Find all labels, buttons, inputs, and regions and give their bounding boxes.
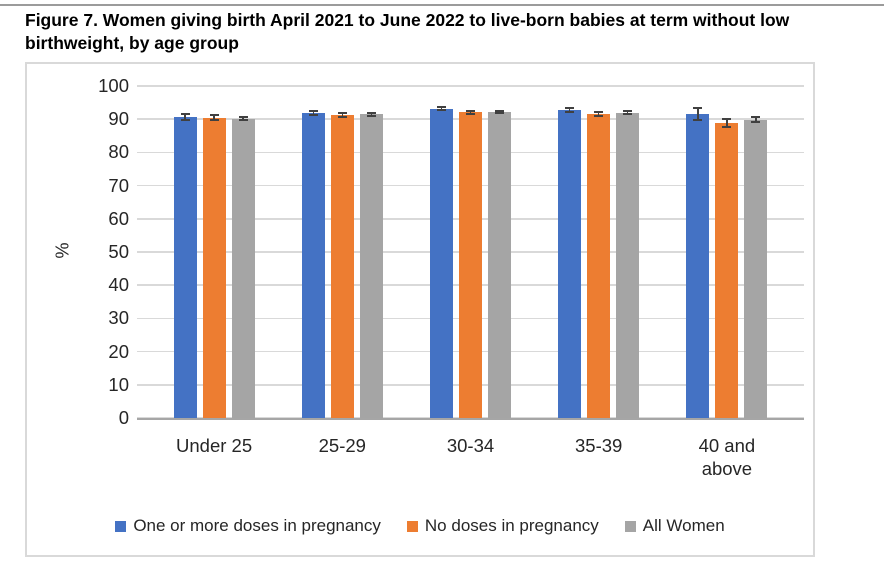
bar-3-5 bbox=[744, 119, 768, 418]
legend-label: One or more doses in pregnancy bbox=[133, 516, 381, 535]
error-bar-cap-top bbox=[722, 117, 732, 120]
y-tick-label: 50 bbox=[108, 241, 129, 262]
error-bar bbox=[697, 108, 699, 121]
error-bar-cap-top bbox=[337, 111, 347, 114]
error-bar bbox=[184, 114, 186, 121]
error-bar bbox=[312, 110, 315, 115]
legend-item: No doses in pregnancy bbox=[406, 516, 599, 536]
y-tick-label: 70 bbox=[108, 174, 129, 196]
error-bar-cap-bottom bbox=[337, 115, 347, 118]
error-bar bbox=[755, 117, 757, 122]
plot-area: 0 10 20 30 40 50 60 70 80 90 100 Under 25 25-29 30-34… bbox=[27, 64, 813, 555]
bar-3-2 bbox=[359, 114, 383, 418]
error-bar-cap-bottom bbox=[308, 113, 318, 116]
legend-swatch-icon bbox=[115, 520, 127, 532]
error-bar bbox=[341, 112, 344, 117]
bar-1-4 bbox=[558, 109, 582, 418]
bar-3-1 bbox=[231, 118, 255, 418]
y-tick-label: 30 bbox=[108, 307, 129, 329]
legend-label: All Women bbox=[642, 516, 725, 535]
error-bar-cap-bottom bbox=[466, 112, 475, 115]
error-bar-cap-bottom bbox=[623, 112, 633, 115]
error-bar-cap-bottom bbox=[495, 111, 504, 114]
error-bar bbox=[213, 114, 215, 121]
error-bar bbox=[568, 107, 571, 112]
error-bar bbox=[242, 116, 244, 121]
error-bar-cap-bottom bbox=[180, 119, 190, 122]
error-bar-cap-top bbox=[693, 107, 703, 110]
gridline bbox=[137, 85, 804, 87]
category-label: 35-39 bbox=[575, 435, 623, 456]
legend-item: All Women bbox=[624, 516, 725, 536]
error-bar-cap-bottom bbox=[209, 119, 219, 122]
error-bar-cap-bottom bbox=[594, 115, 604, 118]
category-label: Under 25 bbox=[176, 435, 253, 456]
y-tick-label: 90 bbox=[108, 108, 129, 130]
error-bar-cap-top bbox=[366, 111, 376, 114]
error-bar bbox=[469, 110, 472, 114]
error-bar-cap-bottom bbox=[238, 119, 248, 122]
error-bar-cap-bottom bbox=[722, 125, 732, 128]
error-bar bbox=[726, 118, 728, 127]
error-bar-cap-bottom bbox=[366, 114, 376, 117]
y-tick-label: 10 bbox=[108, 373, 129, 395]
legend-item: One or more doses in pregnancy bbox=[115, 516, 381, 536]
bar-3-3 bbox=[488, 111, 511, 418]
error-bar-cap-top bbox=[238, 115, 248, 118]
error-bar-cap-bottom bbox=[437, 109, 446, 112]
legend-swatch-icon bbox=[406, 520, 418, 532]
y-tick-label: 60 bbox=[108, 207, 129, 229]
error-bar-cap-top bbox=[565, 106, 575, 109]
error-bar-cap-bottom bbox=[565, 110, 575, 113]
category-label: 40 and above bbox=[698, 435, 756, 480]
bar-3-4 bbox=[616, 112, 640, 418]
bar-2-1 bbox=[202, 117, 226, 418]
error-bar-cap-bottom bbox=[693, 119, 703, 122]
x-axis-line bbox=[137, 417, 804, 420]
legend: One or more doses in pregnancy No doses i… bbox=[27, 516, 813, 536]
bar-2-4 bbox=[587, 113, 611, 418]
error-bar bbox=[626, 111, 629, 114]
error-bar-cap-top bbox=[594, 110, 604, 113]
error-bar-cap-top bbox=[623, 110, 633, 113]
error-bar-cap-top bbox=[495, 109, 504, 112]
error-bar-cap-top bbox=[466, 109, 475, 112]
error-bar bbox=[440, 106, 443, 111]
error-bar-cap-top bbox=[751, 116, 761, 119]
error-bar bbox=[597, 111, 600, 117]
y-tick-label: 0 bbox=[118, 407, 129, 428]
bar-1-2 bbox=[301, 112, 325, 418]
y-tick-label: 40 bbox=[108, 274, 129, 296]
bar-2-5 bbox=[715, 122, 739, 418]
error-bar-cap-top bbox=[308, 109, 318, 112]
y-tick-label: 100 bbox=[98, 75, 129, 96]
bar-1-3 bbox=[430, 108, 453, 418]
bar-2-3 bbox=[459, 112, 482, 418]
legend-swatch-icon bbox=[624, 520, 636, 532]
figure-title: Figure 7. Women giving birth April 2021 … bbox=[25, 10, 790, 53]
error-bar-cap-bottom bbox=[751, 120, 761, 123]
error-bar-cap-top bbox=[209, 113, 219, 116]
bar-2-2 bbox=[330, 114, 354, 418]
bar-1-1 bbox=[173, 117, 197, 418]
top-rule bbox=[0, 4, 884, 6]
legend-label: No doses in pregnancy bbox=[424, 516, 599, 535]
y-tick-label: 20 bbox=[108, 340, 129, 362]
bar-1-5 bbox=[686, 114, 710, 418]
error-bar bbox=[370, 112, 373, 116]
error-bar-cap-top bbox=[437, 105, 446, 108]
y-tick-label: 80 bbox=[108, 141, 129, 163]
category-label: 30-34 bbox=[446, 435, 495, 456]
category-label: 25-29 bbox=[318, 435, 366, 456]
chart-frame: % 0 10 20 30 40 50 60 70 80 90 100 Under 25 25-29 30-… bbox=[25, 62, 815, 557]
error-bar-cap-top bbox=[180, 113, 190, 116]
